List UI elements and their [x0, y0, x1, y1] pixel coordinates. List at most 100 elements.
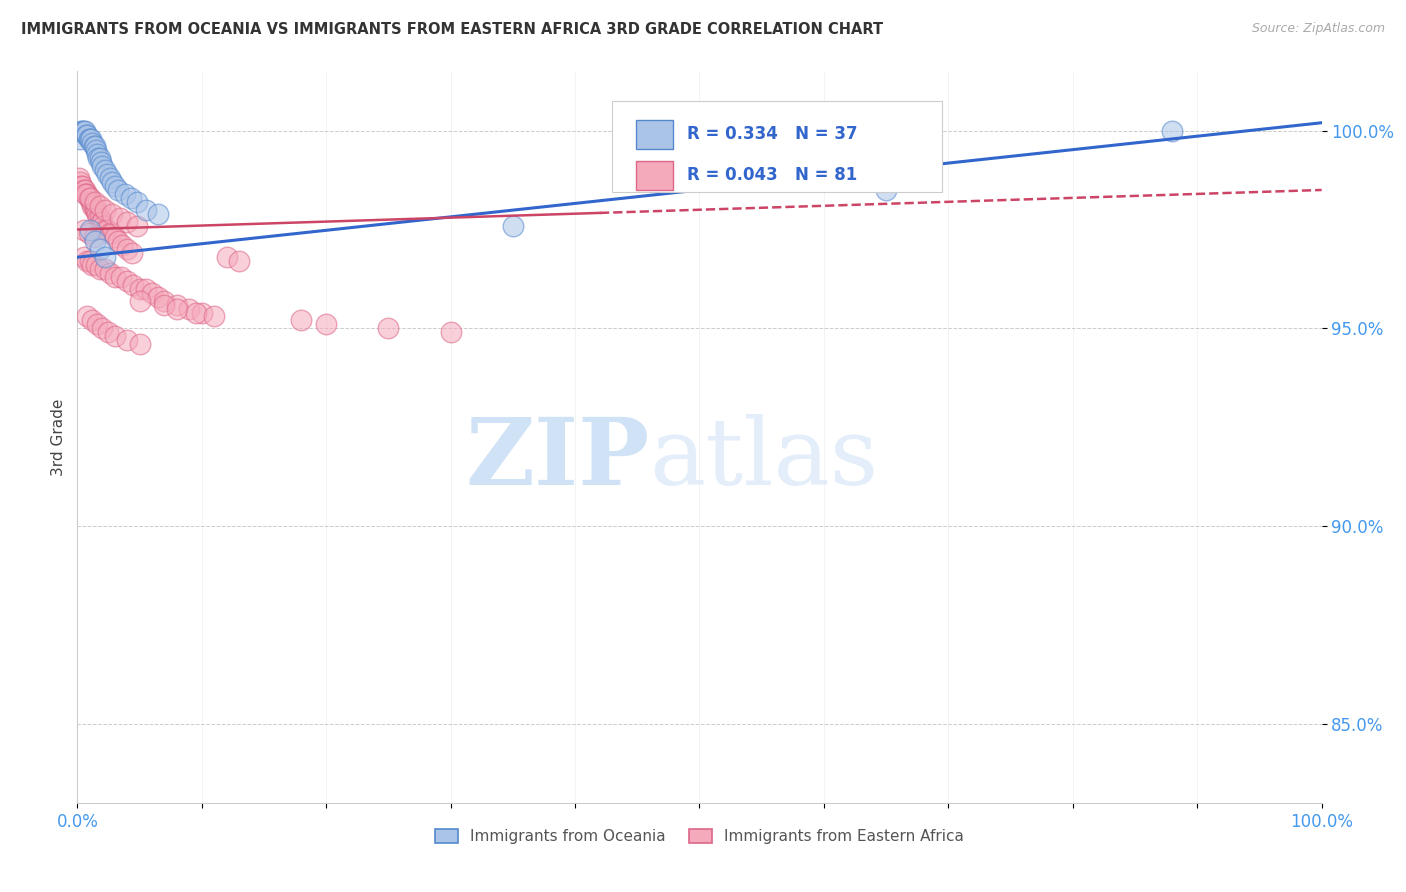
Point [89, 262, 111, 277]
Point [128, 337, 150, 351]
Point [72, 179, 94, 194]
Point [121, 246, 143, 260]
Text: Source: ZipAtlas.com: Source: ZipAtlas.com [1251, 22, 1385, 36]
Point [67, 171, 90, 186]
FancyBboxPatch shape [636, 161, 673, 190]
Point [439, 326, 461, 340]
Point [120, 191, 142, 205]
Point [135, 202, 157, 217]
Point [114, 186, 136, 201]
Point [82, 199, 104, 213]
Point [98, 227, 121, 241]
Point [84, 144, 107, 158]
Point [191, 305, 214, 319]
Point [93, 219, 115, 233]
Point [77, 227, 100, 241]
Point [76, 310, 98, 324]
Point [115, 274, 138, 288]
Legend: Immigrants from Oceania, Immigrants from Eastern Africa: Immigrants from Oceania, Immigrants from… [429, 822, 970, 850]
FancyBboxPatch shape [636, 120, 673, 149]
Point [83, 139, 105, 153]
Point [215, 250, 238, 264]
Point [73, 183, 96, 197]
Point [72, 222, 94, 236]
Point [79, 191, 101, 205]
Point [72, 250, 94, 264]
Point [86, 207, 108, 221]
Point [93, 250, 115, 264]
Point [111, 238, 134, 252]
Text: R = 0.043   N = 81: R = 0.043 N = 81 [688, 166, 858, 185]
Point [110, 269, 132, 284]
Point [83, 230, 105, 244]
Point [115, 242, 138, 256]
Point [76, 254, 98, 268]
Point [91, 159, 114, 173]
Point [70, 179, 93, 194]
Point [79, 131, 101, 145]
Point [90, 155, 112, 169]
Point [101, 175, 124, 189]
Point [82, 258, 104, 272]
Point [125, 219, 148, 233]
Point [108, 211, 131, 225]
Text: atlas: atlas [650, 414, 879, 504]
Point [98, 171, 121, 186]
Point [75, 128, 97, 142]
Point [93, 222, 115, 236]
Text: ZIP: ZIP [465, 414, 650, 504]
Point [148, 290, 170, 304]
Point [83, 139, 105, 153]
Point [73, 123, 96, 137]
Point [87, 211, 110, 225]
Point [153, 293, 176, 308]
Point [84, 258, 107, 272]
Point [72, 183, 94, 197]
Point [76, 128, 98, 142]
Point [79, 222, 101, 236]
Point [166, 301, 188, 316]
Point [96, 167, 118, 181]
Point [80, 131, 103, 145]
Point [115, 333, 138, 347]
Point [125, 194, 148, 209]
Point [104, 329, 127, 343]
Point [87, 152, 110, 166]
Y-axis label: 3rd Grade: 3rd Grade [51, 399, 66, 475]
Point [315, 318, 337, 332]
Point [93, 262, 115, 277]
Point [97, 326, 120, 340]
Point [70, 123, 93, 137]
Point [153, 298, 176, 312]
Point [89, 211, 111, 225]
Point [93, 163, 115, 178]
Point [75, 186, 97, 201]
Point [77, 191, 100, 205]
Point [89, 199, 111, 213]
Point [107, 183, 129, 197]
Point [1161, 123, 1184, 137]
Point [83, 202, 105, 217]
Point [84, 202, 107, 217]
Point [77, 131, 100, 145]
Point [89, 152, 111, 166]
Point [115, 214, 138, 228]
Point [69, 131, 91, 145]
Point [875, 183, 897, 197]
Point [86, 318, 108, 332]
Point [141, 285, 163, 300]
Point [82, 136, 104, 150]
Point [79, 254, 101, 268]
Point [73, 186, 96, 201]
FancyBboxPatch shape [613, 101, 942, 192]
Point [89, 242, 111, 256]
Point [104, 269, 127, 284]
Point [83, 235, 105, 249]
Point [72, 123, 94, 137]
Point [104, 179, 127, 194]
Point [104, 230, 127, 244]
Point [91, 214, 114, 228]
Point [83, 194, 105, 209]
Text: IMMIGRANTS FROM OCEANIA VS IMMIGRANTS FROM EASTERN AFRICA 3RD GRADE CORRELATION : IMMIGRANTS FROM OCEANIA VS IMMIGRANTS FR… [21, 22, 883, 37]
Point [502, 219, 524, 233]
